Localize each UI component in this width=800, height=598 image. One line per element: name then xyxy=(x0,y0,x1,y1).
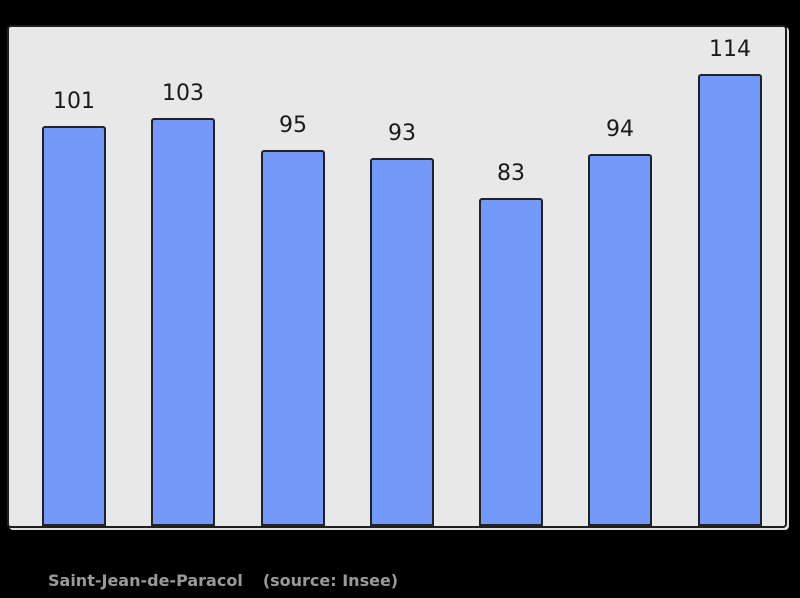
bar xyxy=(370,158,434,526)
chart-caption: Saint-Jean-de-Paracol (source: Insee) xyxy=(48,571,398,591)
bar xyxy=(479,198,543,526)
bar-value-label: 83 xyxy=(497,161,525,186)
bar-value-label: 103 xyxy=(162,81,204,106)
population-bar-chart: 101 103 95 93 83 94 114 xyxy=(7,25,787,528)
bar-value-label: 95 xyxy=(279,113,307,138)
bar xyxy=(588,154,652,526)
bar xyxy=(42,126,106,526)
bar-group: 94 xyxy=(588,118,652,526)
bar xyxy=(698,74,762,526)
plot-area: 101 103 95 93 83 94 114 xyxy=(9,27,785,526)
bar-group: 93 xyxy=(370,122,434,526)
bar xyxy=(151,118,215,526)
bar-group: 95 xyxy=(261,114,325,526)
bar-value-label: 94 xyxy=(606,117,634,142)
bar-value-label: 114 xyxy=(709,37,751,62)
caption-source: (source: Insee) xyxy=(262,571,399,590)
bar-value-label: 93 xyxy=(388,121,416,146)
bar-group: 101 xyxy=(42,90,106,526)
bar-group: 114 xyxy=(698,38,762,526)
bar-group: 83 xyxy=(479,162,543,526)
caption-commune-name: Saint-Jean-de-Paracol xyxy=(48,571,243,590)
bar-group: 103 xyxy=(151,82,215,526)
bar xyxy=(261,150,325,526)
bar-value-label: 101 xyxy=(53,89,95,114)
